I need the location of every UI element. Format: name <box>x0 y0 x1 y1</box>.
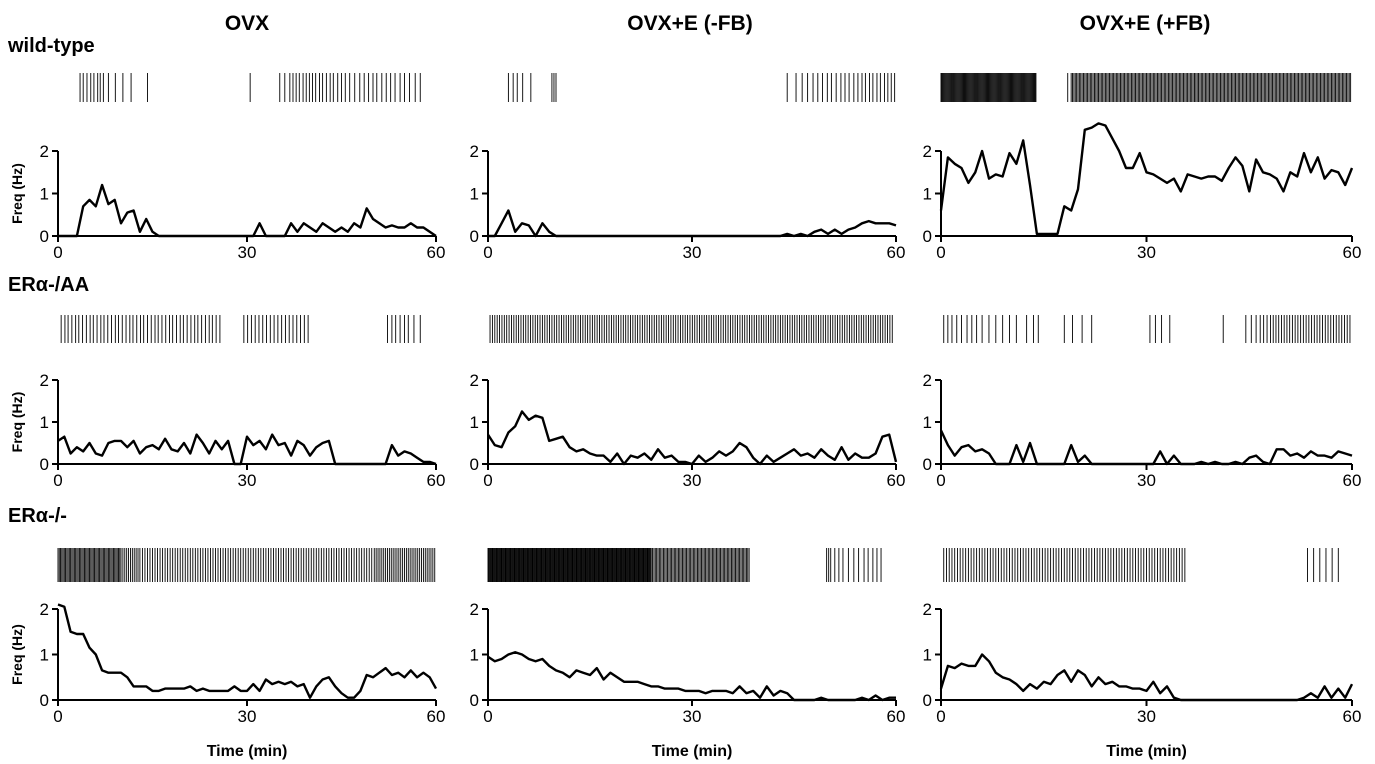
y-tick-label: 1 <box>470 185 479 204</box>
x-tick-label: 0 <box>936 707 945 726</box>
y-tick-label: 2 <box>923 371 932 390</box>
y-axis-label: Freq (Hz) <box>9 163 25 224</box>
y-tick-label: 0 <box>923 455 932 474</box>
panel-5: 0 1 2 0 30 60 <box>470 315 906 490</box>
x-tick-label: 0 <box>53 707 62 726</box>
x-tick-label: 60 <box>427 243 446 262</box>
x-tick-label: 30 <box>238 707 257 726</box>
x-tick-label: 0 <box>483 471 492 490</box>
y-tick-label: 1 <box>40 646 49 665</box>
x-tick-label: 60 <box>887 471 906 490</box>
panel-7: 0 1 2 0 30 60 Freq (Hz) Time (min) <box>9 548 445 760</box>
y-axis-label: Freq (Hz) <box>9 624 25 685</box>
y-tick-label: 0 <box>923 691 932 710</box>
y-tick-label: 2 <box>923 600 932 619</box>
spike-raster <box>508 73 894 102</box>
spike-raster <box>80 73 420 102</box>
spike-raster <box>488 548 881 582</box>
y-tick-label: 2 <box>40 371 49 390</box>
y-tick-label: 0 <box>40 691 49 710</box>
y-tick-label: 2 <box>470 371 479 390</box>
x-axis-label: Time (min) <box>1106 743 1187 760</box>
spike-raster <box>58 548 435 582</box>
x-tick-label: 0 <box>483 707 492 726</box>
y-tick-label: 1 <box>923 646 932 665</box>
frequency-line <box>488 652 896 700</box>
y-tick-label: 0 <box>40 455 49 474</box>
x-tick-label: 30 <box>1137 707 1156 726</box>
y-tick-label: 0 <box>923 227 932 246</box>
frequency-line <box>58 185 436 236</box>
spike-raster <box>944 315 1350 343</box>
x-tick-label: 30 <box>683 243 702 262</box>
row-label-era-ko: ERα-/- <box>8 505 67 527</box>
spike-raster <box>944 548 1339 582</box>
x-tick-label: 0 <box>936 243 945 262</box>
spike-raster <box>941 73 1351 102</box>
x-tick-label: 0 <box>53 243 62 262</box>
frequency-line <box>941 430 1352 464</box>
y-tick-label: 0 <box>470 227 479 246</box>
y-tick-label: 1 <box>470 413 479 432</box>
panel-9: 0 1 2 0 30 60 Time (min) <box>923 548 1362 760</box>
panel-6: 0 1 2 0 30 60 <box>923 315 1362 490</box>
y-tick-label: 2 <box>923 142 932 161</box>
panel-1: 0 1 2 0 30 60 Freq (Hz) <box>9 73 445 262</box>
panel-2: 0 1 2 0 30 60 <box>470 73 906 262</box>
spike-raster <box>61 315 420 343</box>
x-tick-label: 60 <box>1343 243 1362 262</box>
x-tick-label: 0 <box>53 471 62 490</box>
frequency-line <box>941 123 1352 233</box>
y-axis-label: Freq (Hz) <box>9 392 25 453</box>
x-tick-label: 30 <box>238 243 257 262</box>
x-axis-label: Time (min) <box>652 743 733 760</box>
x-tick-label: 30 <box>683 471 702 490</box>
y-tick-label: 1 <box>470 646 479 665</box>
x-tick-label: 0 <box>483 243 492 262</box>
x-tick-label: 60 <box>887 243 906 262</box>
x-tick-label: 30 <box>238 471 257 490</box>
column-title-ovx: OVX <box>225 12 269 35</box>
panel-8: 0 1 2 0 30 60 Time (min) <box>470 548 906 760</box>
column-title-ovx-e-minus-fb: OVX+E (-FB) <box>627 12 752 35</box>
y-tick-label: 2 <box>470 600 479 619</box>
x-tick-label: 60 <box>427 707 446 726</box>
y-tick-label: 2 <box>40 600 49 619</box>
y-tick-label: 0 <box>40 227 49 246</box>
row-label-wild-type: wild-type <box>7 35 95 57</box>
frequency-line <box>58 605 436 698</box>
y-tick-label: 1 <box>40 413 49 432</box>
frequency-line <box>488 412 896 465</box>
x-tick-label: 60 <box>887 707 906 726</box>
y-tick-label: 2 <box>470 142 479 161</box>
panels: 0 1 2 0 30 60 Freq (Hz) 0 1 2 0 30 60 0 1 2 0 30 60 0 1 2 0 30 6… <box>9 73 1361 760</box>
frequency-line <box>941 655 1352 701</box>
frequency-line <box>58 435 436 464</box>
x-tick-label: 30 <box>1137 243 1156 262</box>
frequency-line <box>488 211 896 237</box>
y-tick-label: 0 <box>470 455 479 474</box>
x-tick-label: 30 <box>1137 471 1156 490</box>
y-tick-label: 1 <box>923 185 932 204</box>
panel-3: 0 1 2 0 30 60 <box>923 73 1362 262</box>
x-tick-label: 60 <box>1343 471 1362 490</box>
x-tick-label: 60 <box>427 471 446 490</box>
spike-raster <box>490 315 892 343</box>
y-tick-label: 2 <box>40 142 49 161</box>
x-tick-label: 0 <box>936 471 945 490</box>
y-tick-label: 1 <box>40 185 49 204</box>
x-tick-label: 30 <box>683 707 702 726</box>
x-axis-label: Time (min) <box>207 743 288 760</box>
y-tick-label: 1 <box>923 413 932 432</box>
y-tick-label: 0 <box>470 691 479 710</box>
x-tick-label: 60 <box>1343 707 1362 726</box>
panel-4: 0 1 2 0 30 60 Freq (Hz) <box>9 315 445 490</box>
column-title-ovx-e-plus-fb: OVX+E (+FB) <box>1080 12 1211 35</box>
row-label-era-aa: ERα-/AA <box>8 274 89 296</box>
